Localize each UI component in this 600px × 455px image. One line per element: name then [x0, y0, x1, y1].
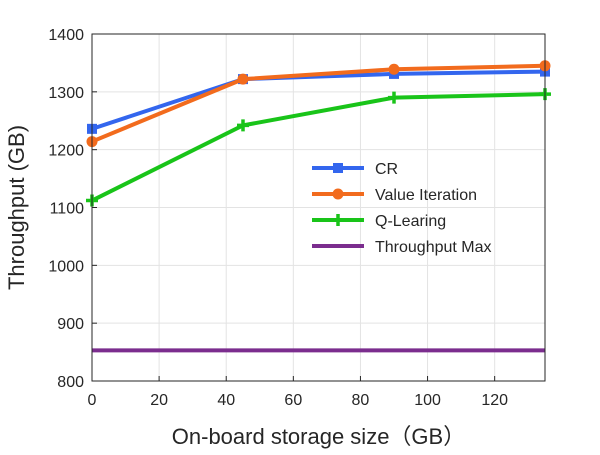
- series-layer: [86, 60, 551, 353]
- legend-item: Q-Learing: [312, 213, 446, 230]
- x-tick-label: 40: [217, 392, 235, 409]
- data-point: [388, 63, 400, 75]
- series-line: [91, 69, 546, 131]
- legend: CR Value Iteration Q-Learing Throughput Max: [312, 161, 492, 256]
- legend-item: Throughput Max: [312, 239, 492, 256]
- x-tick-label: 100: [414, 392, 441, 409]
- x-tick-label: 120: [481, 392, 508, 409]
- y-axis-label: Throughput (GB): [4, 125, 29, 290]
- series-1: [86, 60, 551, 148]
- data-point: [237, 119, 249, 132]
- data-point: [237, 73, 249, 85]
- y-tick-label: 1300: [48, 85, 84, 102]
- legend-item: Value Iteration: [312, 187, 477, 204]
- legend-swatch-marker: [333, 163, 343, 173]
- series-line: [91, 63, 546, 144]
- y-tick-label: 1400: [48, 27, 84, 44]
- tick-layer: 0 20 40 60 80 100 120 800 900 1000 1100 1200 1300 140…: [48, 27, 508, 409]
- legend-item: CR: [312, 161, 398, 178]
- series-line: [91, 92, 546, 203]
- x-tick-label: 80: [352, 392, 370, 409]
- legend-swatch-marker: [332, 188, 344, 200]
- y-tick-label: 1200: [48, 143, 84, 160]
- x-axis-label: On-board storage size（GB）: [172, 424, 465, 449]
- y-tick-label: 800: [57, 374, 84, 391]
- legend-label: Throughput Max: [375, 239, 492, 256]
- x-tick-label: 0: [88, 392, 97, 409]
- x-tick-label: 20: [150, 392, 168, 409]
- y-tick-label: 1000: [48, 258, 84, 275]
- legend-label: Value Iteration: [375, 187, 477, 204]
- data-point: [388, 91, 400, 104]
- legend-label: Q-Learing: [375, 213, 446, 230]
- legend-label: CR: [375, 161, 398, 178]
- x-tick-label: 60: [284, 392, 302, 409]
- legend-swatch-marker: [332, 214, 344, 226]
- y-tick-label: 900: [57, 316, 84, 333]
- y-tick-label: 1100: [50, 201, 85, 218]
